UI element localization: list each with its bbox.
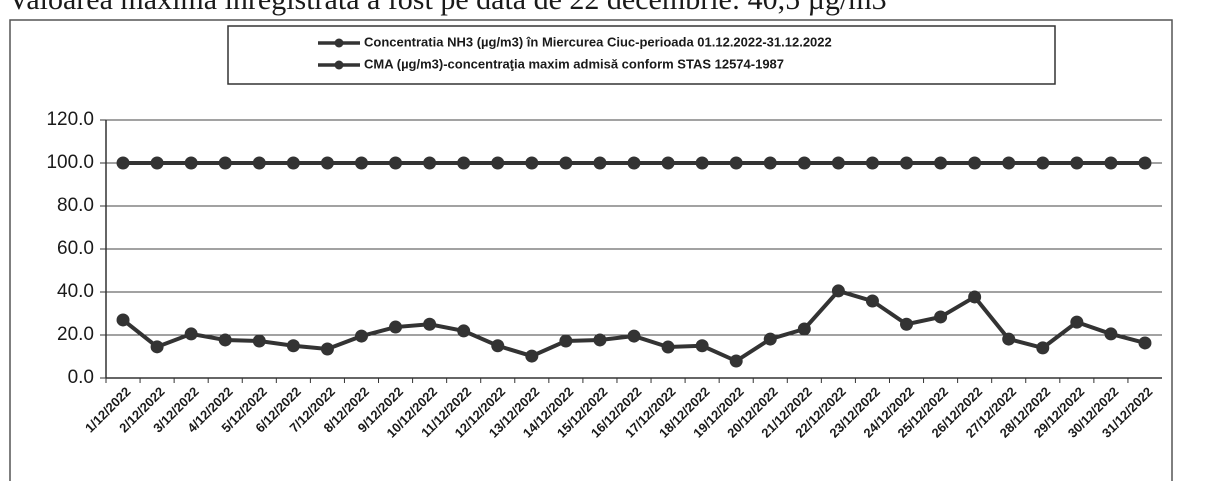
point	[1070, 156, 1084, 170]
point	[218, 333, 232, 347]
point	[934, 156, 948, 170]
point	[797, 156, 811, 170]
point	[695, 339, 709, 353]
point	[252, 156, 266, 170]
point	[252, 334, 266, 348]
legend-label: CMA (µg/m3)-concentraţia maxim admisă co…	[364, 56, 784, 71]
point	[865, 156, 879, 170]
point	[286, 339, 300, 353]
point	[1002, 156, 1016, 170]
point	[1104, 327, 1118, 341]
point	[286, 156, 300, 170]
point	[1138, 156, 1152, 170]
point	[525, 349, 539, 363]
point	[1036, 341, 1050, 355]
legend-box	[227, 25, 1056, 85]
point	[116, 313, 130, 327]
point	[491, 156, 505, 170]
point	[593, 333, 607, 347]
point	[320, 342, 334, 356]
point	[1138, 336, 1152, 350]
point	[150, 340, 164, 354]
point	[457, 156, 471, 170]
point	[1104, 156, 1118, 170]
point	[627, 329, 641, 343]
point	[763, 156, 777, 170]
y-tick-label: 20.0	[57, 324, 94, 345]
point	[1036, 156, 1050, 170]
point	[900, 156, 914, 170]
point	[1070, 315, 1084, 329]
point	[797, 322, 811, 336]
point	[457, 324, 471, 338]
point	[627, 156, 641, 170]
point	[729, 354, 743, 368]
point	[559, 156, 573, 170]
point	[831, 156, 845, 170]
point	[695, 156, 709, 170]
point	[491, 339, 505, 353]
chart-frame	[9, 19, 1173, 486]
point	[968, 156, 982, 170]
legend-marker	[334, 38, 344, 48]
point	[593, 156, 607, 170]
point	[525, 156, 539, 170]
point	[763, 332, 777, 346]
point	[320, 156, 334, 170]
point	[831, 284, 845, 298]
point	[354, 329, 368, 343]
legend-marker	[334, 60, 344, 70]
point	[116, 156, 130, 170]
y-tick-label: 120.0	[46, 109, 94, 130]
point	[968, 290, 982, 304]
caption: Valoarea maximă înregistrată a fost pe d…	[8, 0, 887, 16]
point	[865, 294, 879, 308]
y-tick-label: 0.0	[68, 367, 94, 388]
point	[1002, 332, 1016, 346]
point	[389, 320, 403, 334]
point	[150, 156, 164, 170]
point	[218, 156, 232, 170]
series-line	[121, 288, 1146, 364]
y-tick-label: 100.0	[46, 152, 94, 173]
point	[661, 340, 675, 354]
point	[423, 156, 437, 170]
point	[389, 156, 403, 170]
point	[184, 327, 198, 341]
point	[729, 156, 743, 170]
point	[934, 310, 948, 324]
y-tick-label: 40.0	[57, 281, 94, 302]
point	[559, 334, 573, 348]
legend-label: Concentratia NH3 (µg/m3) în Miercurea Ci…	[364, 34, 832, 49]
y-tick-label: 80.0	[57, 195, 94, 216]
point	[354, 156, 368, 170]
point	[423, 317, 437, 331]
point	[184, 156, 198, 170]
point	[900, 317, 914, 331]
y-tick-label: 60.0	[57, 238, 94, 259]
point	[661, 156, 675, 170]
